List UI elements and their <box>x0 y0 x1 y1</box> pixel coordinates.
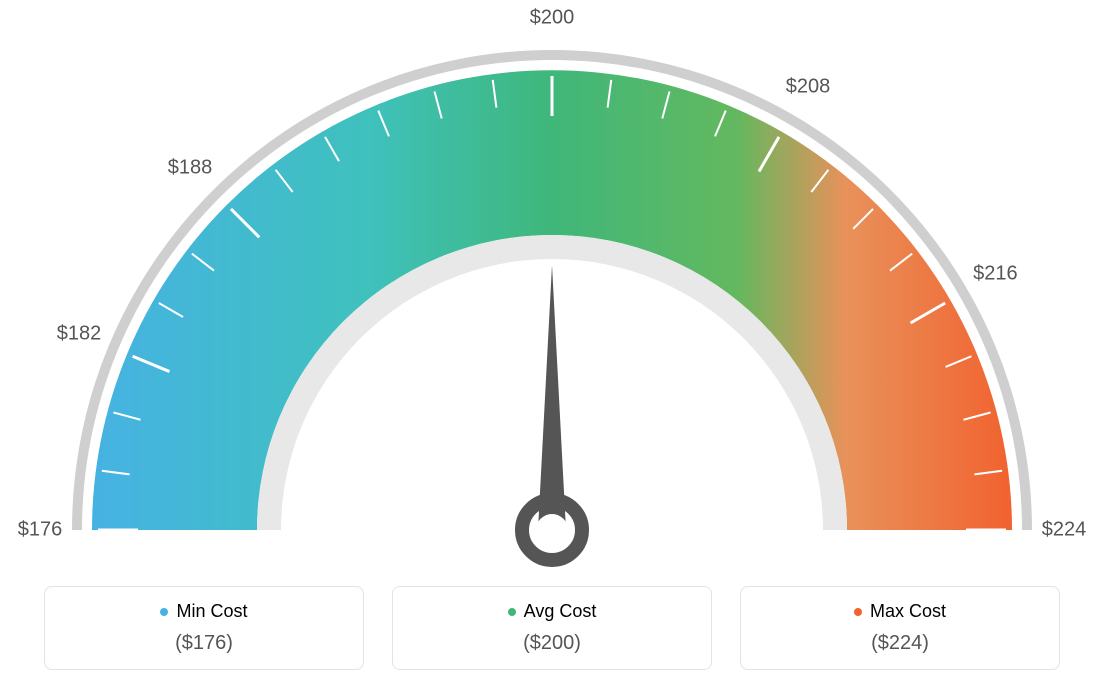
legend-card-min: Min Cost ($176) <box>44 586 364 670</box>
legend-label-text: Min Cost <box>176 601 247 622</box>
dot-icon <box>160 608 168 616</box>
gauge-svg <box>0 10 1104 570</box>
legend-label-max: Max Cost <box>854 601 946 622</box>
legend-card-avg: Avg Cost ($200) <box>392 586 712 670</box>
gauge-tick-label: $216 <box>973 263 1018 286</box>
gauge-tick-label: $224 <box>1042 519 1087 542</box>
legend-card-max: Max Cost ($224) <box>740 586 1060 670</box>
legend-label-text: Max Cost <box>870 601 946 622</box>
legend-row: Min Cost ($176) Avg Cost ($200) Max Cost… <box>0 586 1104 670</box>
dot-icon <box>854 608 862 616</box>
legend-value-min: ($176) <box>55 632 353 655</box>
legend-label-min: Min Cost <box>160 601 247 622</box>
legend-value-avg: ($200) <box>403 632 701 655</box>
legend-label-avg: Avg Cost <box>508 601 597 622</box>
gauge-tick-label: $182 <box>57 323 102 346</box>
gauge-tick-label: $176 <box>18 519 63 542</box>
gauge-tick-label: $188 <box>168 156 213 179</box>
gauge-tick-label: $208 <box>786 75 831 98</box>
gauge-chart: $176 $182 $188 $200 $208 $216 $224 <box>0 10 1104 570</box>
legend-label-text: Avg Cost <box>524 601 597 622</box>
gauge-tick-label: $200 <box>530 7 575 30</box>
dot-icon <box>508 608 516 616</box>
legend-value-max: ($224) <box>751 632 1049 655</box>
